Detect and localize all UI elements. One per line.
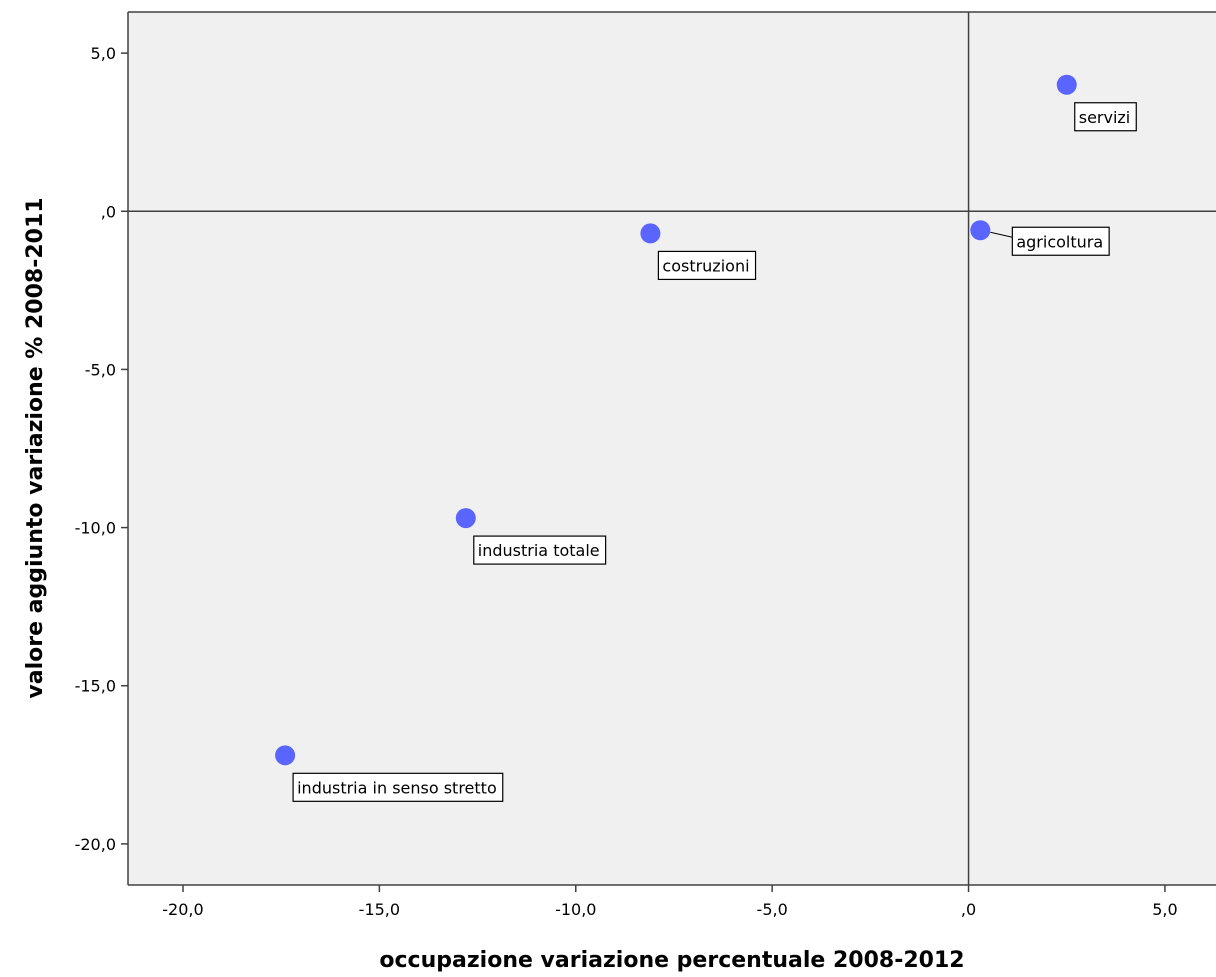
- data-point: [275, 745, 296, 766]
- point-label-text: costruzioni: [662, 256, 749, 275]
- y-tick-label: ,0: [101, 202, 116, 221]
- y-tick-label: -10,0: [75, 519, 116, 538]
- data-point: [1056, 74, 1077, 95]
- x-tick-label: -15,0: [359, 900, 400, 919]
- point-label-text: industria in senso stretto: [297, 778, 497, 797]
- point-label-text: industria totale: [478, 541, 600, 560]
- point-label-box: [657, 250, 757, 281]
- data-point: [455, 508, 476, 529]
- data-point-group: costruzioni: [640, 223, 757, 281]
- reference-lines: [128, 12, 1216, 885]
- data-point: [640, 223, 661, 244]
- y-tick-label: -5,0: [85, 360, 116, 379]
- y-tick-label: -20,0: [75, 835, 116, 854]
- point-label-text: servizi: [1079, 108, 1131, 127]
- point-label-text: agricoltura: [1016, 232, 1103, 251]
- data-point-group: industria in senso stretto: [275, 745, 504, 802]
- x-tick-label: -5,0: [757, 900, 788, 919]
- y-axis-title: valore aggiunto variazione % 2008-2011: [23, 197, 48, 698]
- plot-background: [128, 12, 1216, 885]
- point-label-leader: [990, 231, 1013, 238]
- y-axis-ticks: 5,0 ,0 -5,0 -10,0 -15,0 -20,0: [75, 44, 128, 854]
- x-tick-label: -20,0: [162, 900, 203, 919]
- x-tick-label: 5,0: [1152, 900, 1177, 919]
- data-point-group: industria totale: [455, 508, 607, 565]
- point-label-box: [1011, 226, 1110, 256]
- point-label: servizi: [1074, 102, 1137, 132]
- point-label-box: [292, 772, 504, 802]
- point-label: costruzioni: [657, 250, 757, 281]
- x-axis-ticks: -20,0 -15,0 -10,0 -5,0 ,0 5,0: [162, 885, 1178, 919]
- x-tick-label: ,0: [961, 900, 976, 919]
- x-tick-label: -10,0: [555, 900, 596, 919]
- point-label: industria totale: [473, 535, 607, 565]
- point-label-box: [473, 535, 607, 565]
- data-point-group: agricoltura: [970, 220, 1110, 256]
- point-label: agricoltura: [1011, 226, 1110, 256]
- data-points: servizi agricoltura costruzioni industria t…: [275, 74, 1137, 802]
- y-tick-label: 5,0: [91, 44, 116, 63]
- point-label-box: [1074, 102, 1137, 132]
- data-point-group: servizi: [1056, 74, 1137, 132]
- y-tick-label: -15,0: [75, 677, 116, 696]
- data-point: [970, 220, 991, 241]
- x-axis-title: occupazione variazione percentuale 2008-…: [379, 948, 964, 973]
- point-label: industria in senso stretto: [292, 772, 504, 802]
